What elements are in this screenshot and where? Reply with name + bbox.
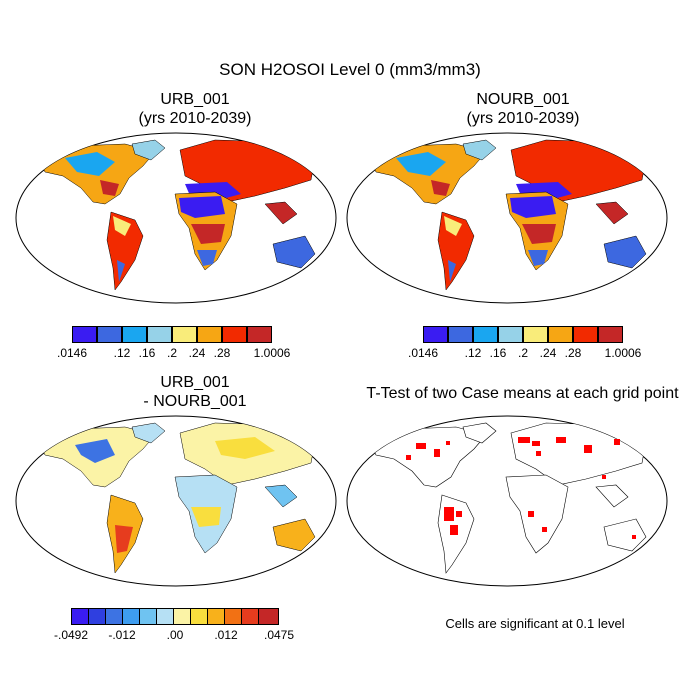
colorbar-tick-label: .24 xyxy=(539,346,557,360)
significant-cells xyxy=(406,437,636,539)
colorbar-box xyxy=(88,608,106,625)
colorbar-box xyxy=(147,326,172,343)
map-panel-nourb xyxy=(346,132,668,304)
colorbar-box xyxy=(172,326,197,343)
colorbar-box xyxy=(156,608,174,625)
coastlines xyxy=(370,422,647,574)
panel-1-title-line1: URB_001 xyxy=(160,91,230,108)
colorbar-box xyxy=(498,326,523,343)
colorbar-box xyxy=(473,326,498,343)
colorbar-tick-label: .28 xyxy=(213,346,231,360)
main-title: SON H2OSOI Level 0 (mm3/mm3) xyxy=(219,60,481,79)
map-panel-urb xyxy=(15,132,337,304)
colorbar-tick-label: .16 xyxy=(489,346,507,360)
panel-3-title-line2: - NOURB_001 xyxy=(143,393,247,410)
colorbar-box xyxy=(197,326,222,343)
panel-2-title-line1: NOURB_001 xyxy=(476,91,570,108)
colorbar-tick-label: .16 xyxy=(138,346,156,360)
panel-4-title: T-Test of two Case means at each grid po… xyxy=(366,385,679,402)
colorbar-box xyxy=(71,608,89,625)
colorbar-tick-label: .012 xyxy=(214,628,238,642)
panel-2-title-line2: (yrs 2010-2039) xyxy=(466,110,580,127)
land-fill xyxy=(370,139,647,291)
colorbar-tick-label: 1.0006 xyxy=(253,346,291,360)
colorbar-box xyxy=(122,608,140,625)
colorbar-difference: -.0492 -.012 .00 .012 .0475 xyxy=(54,608,294,648)
colorbar-tick-label: .12 xyxy=(464,346,482,360)
colorbar-box xyxy=(207,608,225,625)
colorbar-box xyxy=(97,326,122,343)
colorbar-box xyxy=(105,608,123,625)
colorbar-box xyxy=(448,326,473,343)
colorbar-tick-label: .28 xyxy=(564,346,582,360)
colorbar-box xyxy=(523,326,548,343)
colorbar-box xyxy=(72,326,97,343)
colorbar-box xyxy=(258,608,279,625)
colorbar-tick-label: 1.0006 xyxy=(604,346,642,360)
colorbar-box xyxy=(247,326,272,343)
colorbar-box xyxy=(139,608,157,625)
colorbar-box xyxy=(190,608,208,625)
colorbar-tick-label: .12 xyxy=(113,346,131,360)
colorbar-tick-label: .2 xyxy=(166,346,178,360)
colorbar-box xyxy=(224,608,242,625)
colorbar-box xyxy=(122,326,147,343)
panel-3-title-line1: URB_001 xyxy=(160,374,230,391)
colorbar-tick-label: .0146 xyxy=(56,346,88,360)
colorbar-tick-label: .0146 xyxy=(407,346,439,360)
colorbar-box xyxy=(598,326,623,343)
panel-2-title: NOURB_001 (yrs 2010-2039) xyxy=(373,90,673,128)
panel-1-title-line2: (yrs 2010-2039) xyxy=(138,110,252,127)
land-fill xyxy=(39,422,316,574)
colorbar-box xyxy=(222,326,247,343)
colorbar-tick-label: .24 xyxy=(188,346,206,360)
panel-3-title: URB_001 - NOURB_001 xyxy=(45,373,345,411)
land-fill xyxy=(39,139,316,291)
map-panel-difference xyxy=(15,415,337,587)
colorbar-box xyxy=(423,326,448,343)
colorbar-tick-label: .00 xyxy=(166,628,184,642)
colorbar-tick-label: -.0492 xyxy=(53,628,89,642)
colorbar-box xyxy=(573,326,598,343)
colorbar-box xyxy=(548,326,573,343)
colorbar-tick-label: .2 xyxy=(517,346,529,360)
colorbar-urb: .0146 .12 .16 .2 .24 .28 1.0006 xyxy=(57,326,290,366)
panel-1-title: URB_001 (yrs 2010-2039) xyxy=(45,90,345,128)
colorbar-tick-label: .0475 xyxy=(263,628,295,642)
colorbar-box xyxy=(241,608,259,625)
map-panel-ttest xyxy=(346,415,668,587)
colorbar-tick-label: -.012 xyxy=(108,628,136,642)
colorbar-nourb: .0146 .12 .16 .2 .24 .28 1.0006 xyxy=(408,326,641,366)
ttest-note: Cells are significant at 0.1 level xyxy=(445,616,625,631)
colorbar-box xyxy=(173,608,191,625)
